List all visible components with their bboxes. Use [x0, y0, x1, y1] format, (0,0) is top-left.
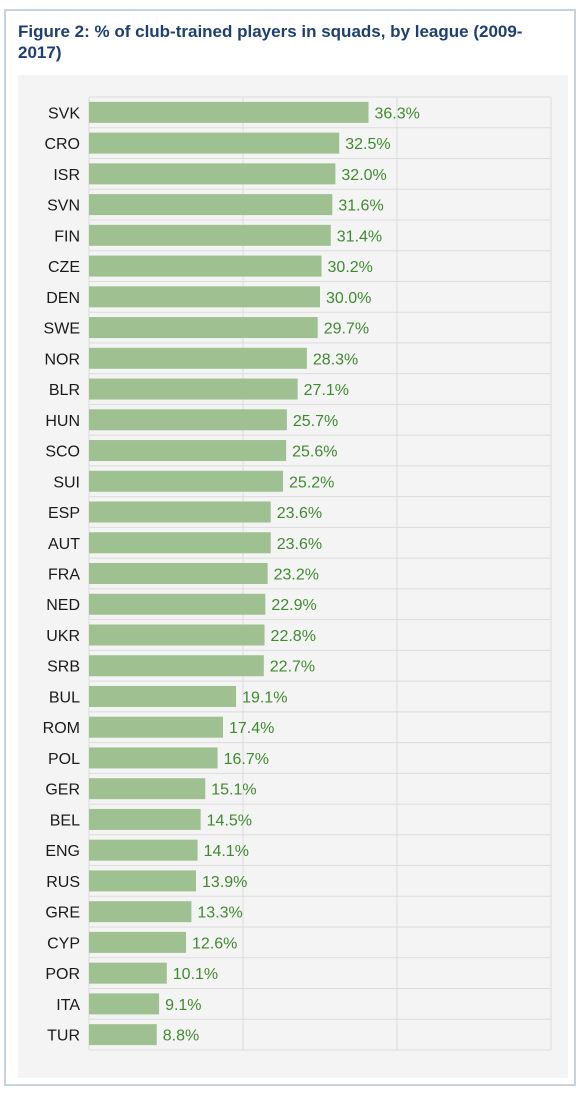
value-label-svn: 31.6%: [338, 198, 383, 215]
bar-esp: [89, 501, 271, 523]
value-label-isr: 32.0%: [341, 167, 386, 184]
bar-cro: [89, 132, 340, 154]
value-label-cyp: 12.6%: [192, 935, 237, 952]
value-label-ita: 9.1%: [165, 997, 201, 1014]
bar-pol: [89, 747, 218, 769]
category-label-fra: FRA: [48, 567, 80, 584]
bar-cyp: [89, 931, 187, 953]
bar-eng: [89, 839, 198, 861]
category-label-eng: ENG: [45, 843, 80, 860]
value-label-srb: 22.7%: [270, 659, 315, 676]
bar-swe: [89, 317, 318, 339]
bar-svn: [89, 194, 333, 216]
value-label-cze: 30.2%: [328, 259, 373, 276]
value-label-bul: 19.1%: [242, 689, 287, 706]
category-label-den: DEN: [46, 290, 80, 307]
bar-bul: [89, 685, 237, 707]
category-label-srb: SRB: [47, 659, 80, 676]
category-label-ned: NED: [46, 597, 80, 614]
category-label-isr: ISR: [53, 167, 80, 184]
bar-rom: [89, 716, 223, 738]
category-label-por: POR: [45, 966, 80, 983]
category-label-cyp: CYP: [47, 935, 80, 952]
value-label-den: 30.0%: [326, 290, 371, 307]
bar-blr: [89, 378, 298, 400]
bar-gre: [89, 901, 192, 923]
category-label-nor: NOR: [44, 351, 80, 368]
category-label-aut: AUT: [48, 536, 80, 553]
category-label-pol: POL: [48, 751, 80, 768]
bar-sco: [89, 440, 287, 462]
category-label-rom: ROM: [43, 720, 80, 737]
bar-ger: [89, 778, 206, 800]
category-label-cro: CRO: [44, 136, 80, 153]
category-label-bel: BEL: [50, 812, 80, 829]
value-label-fin: 31.4%: [337, 228, 382, 245]
value-label-ukr: 22.8%: [271, 628, 316, 645]
value-label-ned: 22.9%: [271, 597, 316, 614]
value-labels: 36.3% 32.5% 32.0% 31.6% 31.4% 30.2% 30.0% 29.7%…: [163, 105, 420, 1044]
bar-nor: [89, 347, 307, 369]
value-label-esp: 23.6%: [277, 505, 322, 522]
category-label-ita: ITA: [56, 997, 80, 1014]
bar-tur: [89, 1024, 157, 1046]
category-label-cze: CZE: [48, 259, 80, 276]
category-label-gre: GRE: [45, 905, 80, 922]
category-label-blr: BLR: [49, 382, 80, 399]
bar-den: [89, 286, 320, 308]
bar-hun: [89, 409, 287, 431]
category-label-tur: TUR: [47, 1028, 80, 1045]
category-label-sco: SCO: [45, 444, 80, 461]
value-label-aut: 23.6%: [277, 536, 322, 553]
value-label-sui: 25.2%: [289, 474, 334, 491]
value-label-svk: 36.3%: [375, 105, 420, 122]
value-label-blr: 27.1%: [304, 382, 349, 399]
chart-title: Figure 2: % of club-trained players in s…: [18, 22, 523, 62]
bar-por: [89, 962, 167, 984]
bar-fin: [89, 224, 331, 246]
category-label-fin: FIN: [54, 228, 80, 245]
value-label-rus: 13.9%: [202, 874, 247, 891]
bar-ukr: [89, 624, 265, 646]
category-label-ger: GER: [45, 782, 80, 799]
bar-fra: [89, 563, 268, 584]
value-label-swe: 29.7%: [324, 321, 369, 338]
bar-bel: [89, 808, 201, 830]
value-label-por: 10.1%: [173, 966, 218, 983]
bar-rus: [89, 870, 197, 892]
value-label-bel: 14.5%: [207, 812, 252, 829]
value-label-sco: 25.6%: [292, 444, 337, 461]
category-label-svn: SVN: [47, 198, 80, 215]
category-labels: SVK CRO ISR SVN FIN CZE DEN SWE NOR BLR HUN SCO SUI E…: [43, 105, 81, 1044]
value-label-eng: 14.1%: [204, 843, 249, 860]
value-label-ger: 15.1%: [211, 782, 256, 799]
value-label-pol: 16.7%: [224, 751, 269, 768]
value-label-tur: 8.8%: [163, 1028, 199, 1045]
bar-cze: [89, 255, 322, 277]
value-label-nor: 28.3%: [313, 351, 358, 368]
bar-aut: [89, 532, 271, 554]
category-label-rus: RUS: [46, 874, 80, 891]
bar-svk: [89, 101, 369, 123]
value-label-gre: 13.3%: [197, 905, 242, 922]
category-label-bul: BUL: [49, 689, 80, 706]
category-label-svk: SVK: [48, 105, 80, 122]
bar-ned: [89, 593, 266, 615]
value-label-hun: 25.7%: [293, 413, 338, 430]
value-label-cro: 32.5%: [345, 136, 390, 153]
category-label-swe: SWE: [44, 321, 80, 338]
value-label-fra: 23.2%: [274, 567, 319, 584]
category-label-sui: SUI: [53, 474, 80, 491]
category-label-esp: ESP: [48, 505, 80, 522]
bar-srb: [89, 655, 264, 677]
value-label-rom: 17.4%: [229, 720, 274, 737]
bar-isr: [89, 163, 336, 185]
bars: [89, 101, 369, 1046]
bar-ita: [89, 993, 160, 1015]
category-label-hun: HUN: [45, 413, 80, 430]
bar-sui: [89, 470, 284, 492]
category-label-ukr: UKR: [46, 628, 80, 645]
